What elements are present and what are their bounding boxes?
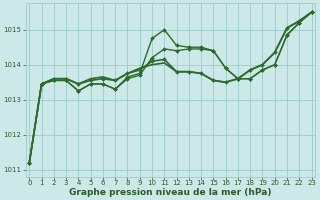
X-axis label: Graphe pression niveau de la mer (hPa): Graphe pression niveau de la mer (hPa) <box>69 188 272 197</box>
